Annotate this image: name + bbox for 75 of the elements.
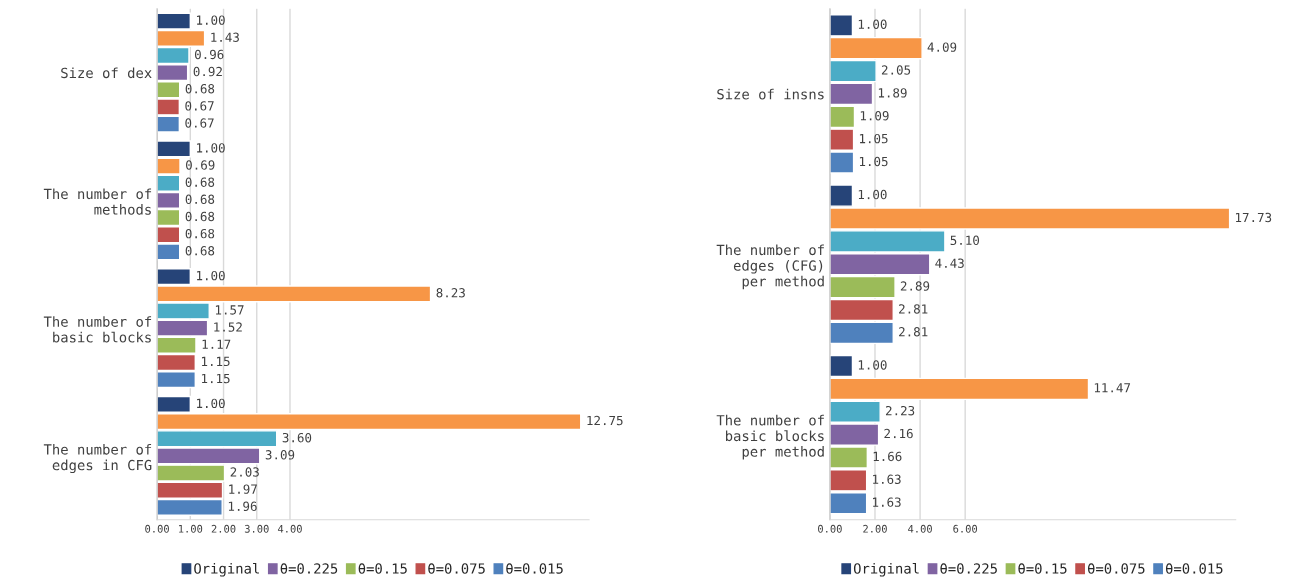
y-tick-label: The number of basic blocks per method [716,414,824,460]
y-tick-label: The number of edges (CFG) per method [716,244,824,290]
x-tick-label: 6.00 [953,524,978,533]
data-label: 1.57 [215,305,244,315]
data-label: 2.05 [881,65,911,75]
data-label: 1.15 [201,373,230,384]
legend-label: θ=0.075 [1088,563,1145,574]
data-label: 0.69 [186,160,215,170]
data-label: 2.81 [899,327,928,337]
data-label: 1.00 [858,189,887,200]
data-label: 0.92 [193,66,222,77]
y-tick-label: Size of dex [61,67,152,79]
data-label: 1.05 [859,156,888,167]
x-tick-label: 0.00 [145,524,169,533]
data-label: 2.23 [885,405,915,416]
data-label: 0.68 [185,194,215,205]
legend-label: Original [194,562,259,577]
data-label: 2.03 [230,467,259,477]
data-label: 0.67 [185,118,214,128]
data-label: 1.63 [873,474,901,484]
data-label: 17.73 [1235,212,1272,223]
x-tick-label: 4.00 [908,524,932,533]
x-tick-label: 1.00 [179,524,203,533]
y-tick-label: Size of insns [717,88,824,100]
legend-label: Original [853,562,919,577]
x-tick-label: 4.00 [277,524,302,533]
data-label: 1.96 [228,501,257,512]
data-label: 0.68 [185,177,215,187]
data-label: 1.05 [859,133,888,144]
x-tick-label: 2.00 [211,524,236,533]
data-label: 1.00 [858,19,887,29]
legend-label: θ=0.225 [280,563,338,574]
data-label: 1.89 [878,88,907,98]
data-label: 1.63 [873,497,901,507]
x-tick-label: 2.00 [863,524,887,533]
data-label: 1.00 [196,270,225,281]
data-label: 0.68 [185,84,215,94]
data-label: 0.68 [185,211,215,222]
data-label: 1.97 [229,484,257,494]
data-label: 0.96 [194,49,224,60]
legend-label: θ=0.15 [1018,563,1067,574]
data-label: 1.66 [873,451,902,462]
data-label: 3.09 [265,450,295,460]
y-tick-label: The number of edges in CFG [43,443,152,474]
y-tick-label: The number of basic blocks [43,316,152,343]
x-tick-label: 0.00 [818,524,842,533]
data-label: 0.68 [185,228,215,239]
data-label: 4.43 [935,258,964,268]
data-label: 1.52 [214,322,242,332]
data-label: 11.47 [1094,383,1131,393]
data-label: 4.09 [927,42,957,52]
data-label: 1.00 [858,360,887,370]
data-label: 8.23 [436,288,465,298]
data-label: 1.00 [196,143,225,153]
data-label: 2.89 [900,281,930,291]
y-tick-label: The number of methods [43,188,152,215]
data-label: 0.67 [185,101,214,111]
data-label: 3.60 [282,432,312,443]
data-label: 1.00 [196,15,225,25]
x-tick-label: 3.00 [244,524,269,533]
legend-label: θ=0.15 [358,563,407,574]
legend-label: θ=0.015 [1165,563,1223,574]
data-label: 1.15 [201,356,230,367]
data-label: 5.10 [950,235,980,246]
data-label: 1.17 [202,339,231,349]
data-label: 12.75 [587,415,623,426]
legend-label: θ=0.015 [506,563,563,574]
legend-label: θ=0.225 [940,563,997,574]
data-label: 2.81 [899,304,928,314]
data-label: 1.00 [196,398,225,409]
data-label: 0.68 [185,246,215,256]
data-label: 1.09 [860,111,889,121]
legend-label: θ=0.075 [428,563,485,574]
data-label: 1.43 [211,32,239,42]
data-label: 2.16 [884,428,913,439]
